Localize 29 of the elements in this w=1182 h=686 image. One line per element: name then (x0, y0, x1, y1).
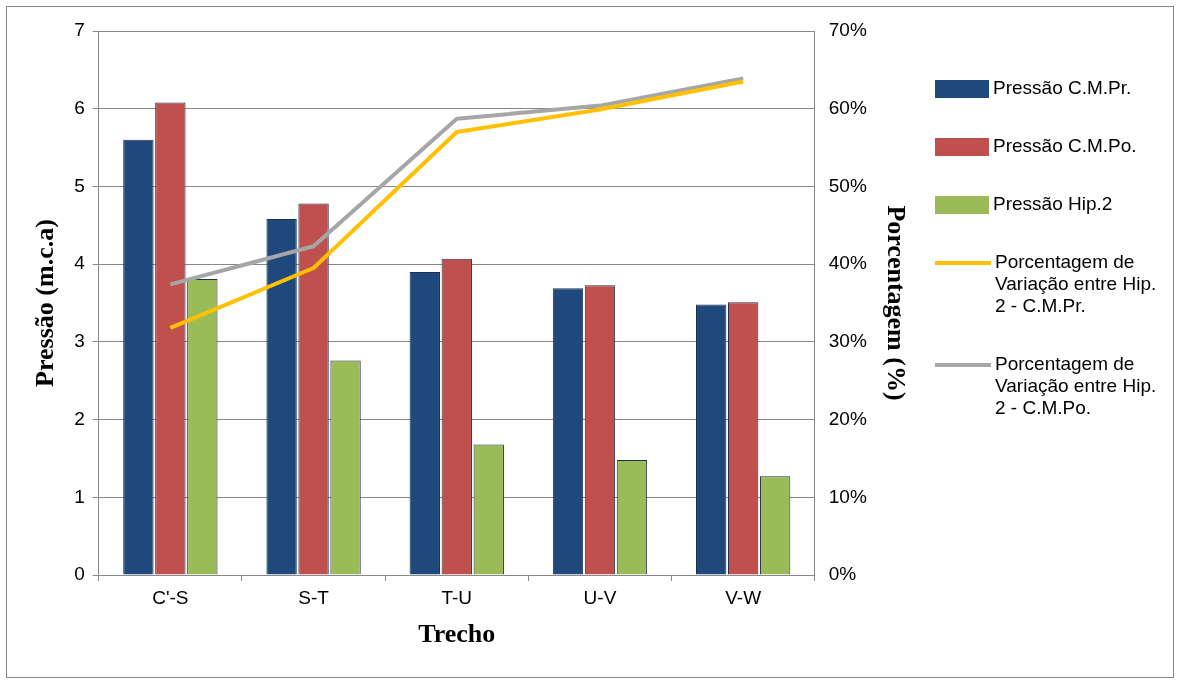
legend-label: Pressão C.M.Po. (993, 135, 1137, 157)
y2-tick-label: 30% (828, 330, 867, 352)
y-tick-label: 3 (74, 330, 85, 352)
y2-tick-label: 50% (828, 174, 867, 196)
y-axis-title: Pressão (m.c.a) (30, 219, 60, 387)
x-tick-label: T-U (441, 586, 473, 608)
x-tick-label: V-W (725, 586, 762, 608)
x-tick-label: S-T (298, 586, 330, 608)
y-tick-label: 4 (74, 252, 86, 274)
legend-label: Pressão C.M.Pr. (993, 77, 1132, 99)
x-tick-label: U-V (583, 586, 617, 608)
legend-label: Pressão Hip.2 (993, 193, 1113, 215)
y2-tick-label: 20% (828, 407, 867, 429)
y2-tick-label: 0% (828, 563, 857, 585)
y2-axis-title: Porcentagem (%) (881, 205, 911, 401)
y-tick-label: 1 (74, 485, 85, 507)
y2-tick-label: 40% (828, 252, 867, 274)
y-tick-label: 2 (74, 407, 85, 429)
x-tick-label: C'-S (152, 586, 189, 608)
y-tick-label: 0 (74, 563, 85, 585)
y-tick-label: 7 (74, 19, 85, 41)
y-tick-label: 6 (74, 96, 85, 118)
legend-label: Porcentagem de Variação entre Hip. 2 - C.M.Pr. (995, 251, 1158, 317)
y2-tick-label: 60% (828, 96, 867, 118)
y-tick-label: 5 (74, 174, 85, 196)
y2-tick-label: 70% (828, 19, 867, 41)
x-axis-title: Trecho (418, 619, 496, 649)
y2-tick-label: 10% (828, 485, 867, 507)
legend-label: Porcentagem de Variação entre Hip. 2 - C.M.Po. (995, 353, 1158, 419)
